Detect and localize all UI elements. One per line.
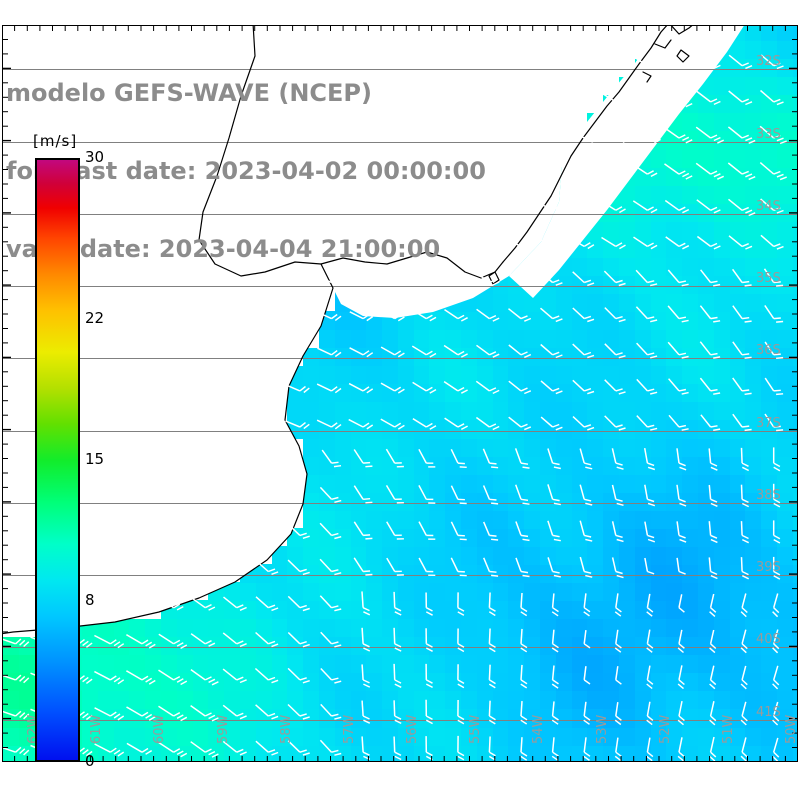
lat-label-38S: 38S <box>756 487 781 503</box>
lon-label-54W: 54W <box>531 714 547 744</box>
lon-label-60W: 60W <box>152 714 168 744</box>
lon-label-55W: 55W <box>468 714 484 744</box>
lat-label-39S: 39S <box>756 560 781 576</box>
colorbar-gradient <box>35 158 80 762</box>
colorbar-tick-15: 15 <box>85 450 105 468</box>
colorbar-tick-8: 8 <box>85 591 95 610</box>
lat-label-40S: 40S <box>756 632 781 648</box>
lon-label-59W: 59W <box>215 714 231 744</box>
lon-label-56W: 56W <box>405 714 420 744</box>
lat-label-37S: 37S <box>756 415 781 431</box>
lon-label-51W: 51W <box>720 714 736 744</box>
colorbar-tick-22: 22 <box>85 309 105 328</box>
lon-label-52W: 52W <box>657 714 673 744</box>
lat-label-33S: 33S <box>756 126 781 142</box>
lat-label-32S: 32S <box>756 54 781 70</box>
colorbar-tick-0: 0 <box>85 752 95 770</box>
colorbar-unit-label: [m/s] <box>33 132 78 150</box>
lon-label-53W: 53W <box>594 714 610 744</box>
lon-label-61W: 61W <box>89 714 105 744</box>
lat-label-34S: 34S <box>756 198 781 214</box>
lat-label-35S: 35S <box>756 271 781 287</box>
lat-label-41S: 41S <box>756 704 781 720</box>
model-title: modelo GEFS-WAVE (NCEP) <box>6 79 372 107</box>
lon-label-58W: 58W <box>278 714 294 744</box>
lon-label-57W: 57W <box>341 714 357 744</box>
lat-label-36S: 36S <box>756 343 781 359</box>
lon-label-50W: 50W <box>784 714 799 744</box>
colorbar-tick-30: 30 <box>85 148 105 166</box>
